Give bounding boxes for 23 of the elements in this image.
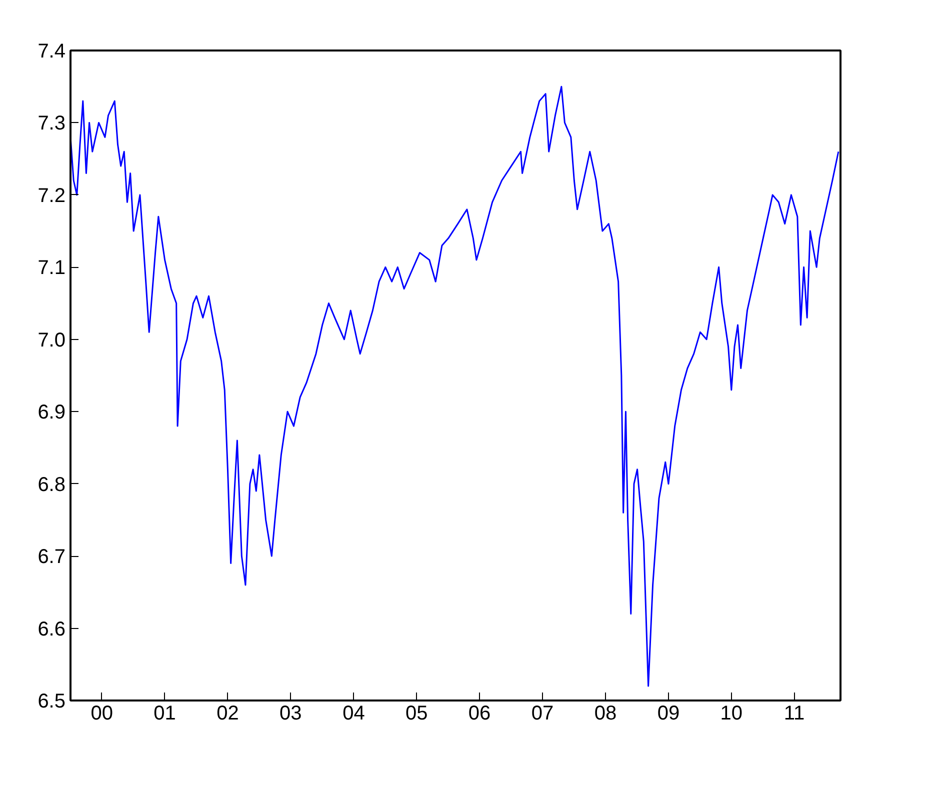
y-tick-label: 6.8 <box>38 474 66 496</box>
y-tick-label: 7.2 <box>38 184 66 207</box>
y-tick-label: 6.7 <box>38 546 66 568</box>
y-tick-label: 7.1 <box>38 257 66 280</box>
y-tick-label: 6.5 <box>38 690 66 712</box>
x-tick-label: 07 <box>531 702 554 724</box>
x-tick-label: 10 <box>720 702 743 724</box>
x-tick-label: 04 <box>342 702 365 724</box>
x-tick-label: 00 <box>90 702 113 724</box>
y-tick-label: 7.3 <box>38 112 66 135</box>
y-tick-label: 6.9 <box>38 402 66 424</box>
x-tick-label: 03 <box>280 702 302 724</box>
line-series <box>70 86 840 687</box>
x-tick-label: 11 <box>784 702 805 724</box>
x-tick-label: 09 <box>657 702 680 724</box>
x-tick-label: 01 <box>154 702 176 724</box>
y-tick-label: 7.4 <box>38 40 66 62</box>
x-tick-label: 08 <box>594 702 617 724</box>
x-tick-label: 06 <box>468 702 491 724</box>
y-tick-label: 6.6 <box>38 618 66 640</box>
x-tick-label: 05 <box>406 702 428 724</box>
x-tick-label: 02 <box>216 702 239 724</box>
y-tick-label: 7.0 <box>38 329 66 352</box>
